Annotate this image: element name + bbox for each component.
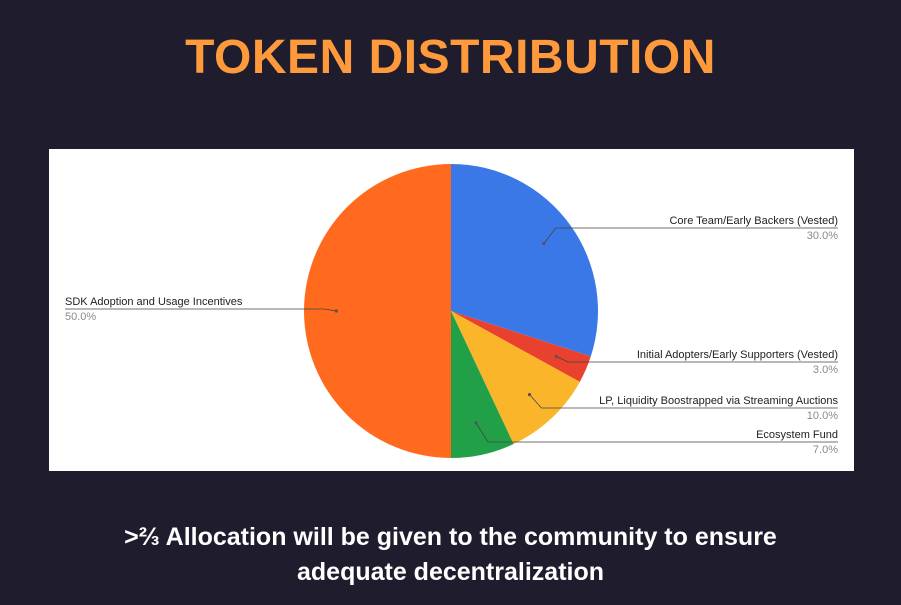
- pie-slice-2: [451, 311, 591, 382]
- slice-label-group-3: LP, Liquidity Boostrapped via Streaming …: [527, 392, 838, 422]
- pie-chart: Core Team/Early Backers (Vested) 30.0% Ini…: [65, 164, 838, 458]
- slice-percent-1: 30.0%: [807, 230, 838, 242]
- leader-line-5: [65, 308, 337, 312]
- leader-dot-5: [334, 309, 338, 313]
- slice-percent-5: 50.0%: [65, 311, 96, 323]
- pie-slice-3: [451, 311, 580, 445]
- pie-chart-panel: Core Team/Early Backers (Vested) 30.0% Ini…: [49, 149, 854, 471]
- page-title: TOKEN DISTRIBUTION: [185, 31, 716, 84]
- leader-dot-2: [554, 354, 558, 359]
- slice-label-group-5: SDK Adoption and Usage Incentives 50.0%: [65, 296, 338, 323]
- pie-slice-1: [451, 164, 598, 357]
- slice-label-3: LP, Liquidity Boostrapped via Streaming …: [599, 395, 838, 407]
- slice-percent-3: 10.0%: [807, 410, 838, 422]
- leader-line-4: [475, 422, 838, 443]
- slice-label-1: Core Team/Early Backers (Vested): [669, 215, 838, 227]
- leader-line-3: [529, 394, 838, 409]
- leader-dot-4: [474, 421, 478, 425]
- slice-label-group-1: Core Team/Early Backers (Vested) 30.0%: [542, 215, 838, 246]
- caption-line-2: adequate decentralization: [296, 558, 605, 586]
- caption-line-1: >⅔ Allocation will be given to the commu…: [124, 523, 777, 551]
- pie-labels: Core Team/Early Backers (Vested) 30.0% Ini…: [65, 215, 838, 456]
- leader-line-1: [543, 227, 838, 244]
- slice-label-2: Initial Adopters/Early Supporters (Veste…: [637, 349, 838, 361]
- pie-slices: [304, 164, 598, 458]
- pie-slice-5: [304, 164, 451, 458]
- slice-label-4: Ecosystem Fund: [756, 429, 838, 441]
- slice-label-group-4: Ecosystem Fund 7.0%: [474, 421, 838, 456]
- slice-percent-2: 3.0%: [813, 364, 838, 376]
- slice-label-5: SDK Adoption and Usage Incentives: [65, 296, 243, 308]
- caption: >⅔ Allocation will be given to the commu…: [0, 520, 901, 590]
- slice-percent-4: 7.0%: [813, 444, 838, 456]
- slice-label-group-2: Initial Adopters/Early Supporters (Veste…: [554, 349, 838, 376]
- leader-line-2: [556, 356, 838, 363]
- pie-slice-4: [451, 311, 514, 458]
- leader-dot-3: [527, 392, 532, 397]
- leader-dot-1: [542, 242, 546, 246]
